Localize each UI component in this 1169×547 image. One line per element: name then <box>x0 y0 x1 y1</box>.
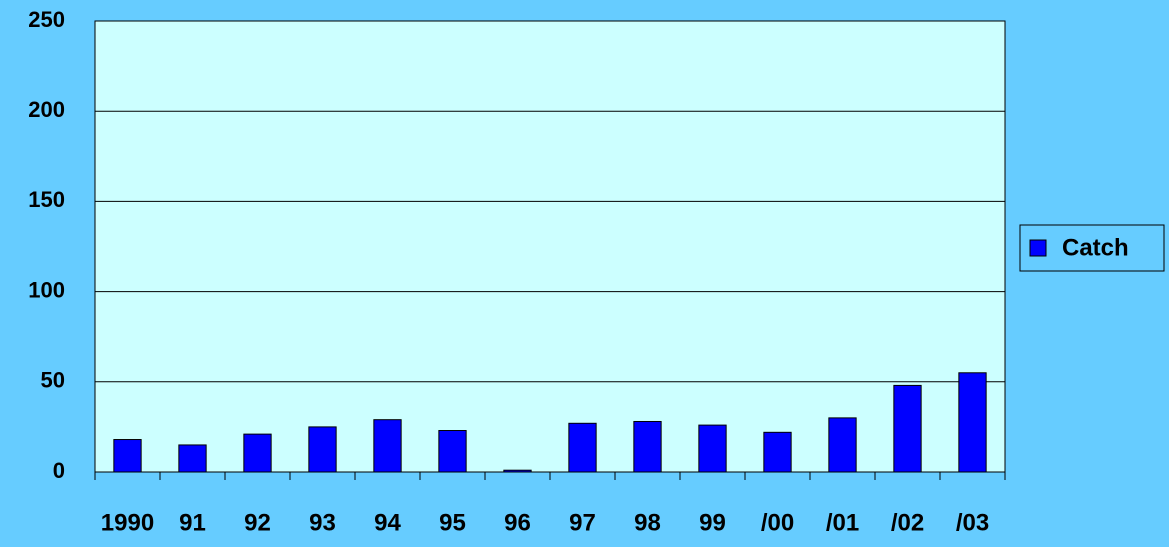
bar <box>373 419 402 473</box>
x-tick-label: /03 <box>956 509 989 536</box>
bar <box>503 469 532 473</box>
bar <box>438 430 467 473</box>
legend-label: Catch <box>1062 234 1129 261</box>
x-tick-label: 94 <box>374 509 401 536</box>
y-tick-label: 200 <box>28 97 65 122</box>
y-tick-label: 50 <box>41 368 65 393</box>
bar <box>243 433 272 473</box>
bar <box>958 372 987 473</box>
x-tick-label: 99 <box>699 509 726 536</box>
y-tick-label: 150 <box>28 187 65 212</box>
bar <box>568 422 597 473</box>
x-tick-label: /00 <box>761 509 794 536</box>
bar <box>763 431 792 473</box>
bar <box>308 426 337 473</box>
bar <box>113 439 142 473</box>
x-tick-label: 97 <box>569 509 596 536</box>
x-tick-label: 92 <box>244 509 271 536</box>
x-tick-label: 98 <box>634 509 661 536</box>
bar <box>178 444 207 473</box>
bar <box>698 424 727 473</box>
x-tick-label: /02 <box>891 509 924 536</box>
y-tick-label: 100 <box>28 277 65 302</box>
legend-swatch <box>1029 239 1047 257</box>
y-tick-label: 250 <box>28 7 65 32</box>
bar <box>828 417 857 473</box>
x-tick-label: 1990 <box>101 509 154 536</box>
x-tick-label: /01 <box>826 509 859 536</box>
x-tick-label: 93 <box>309 509 336 536</box>
x-tick-label: 96 <box>504 509 531 536</box>
plot-area <box>94 20 1006 473</box>
x-tick-label: 95 <box>439 509 466 536</box>
bar <box>893 384 922 473</box>
bar <box>633 420 662 473</box>
y-tick-label: 0 <box>53 458 65 483</box>
x-tick-label: 91 <box>179 509 206 536</box>
